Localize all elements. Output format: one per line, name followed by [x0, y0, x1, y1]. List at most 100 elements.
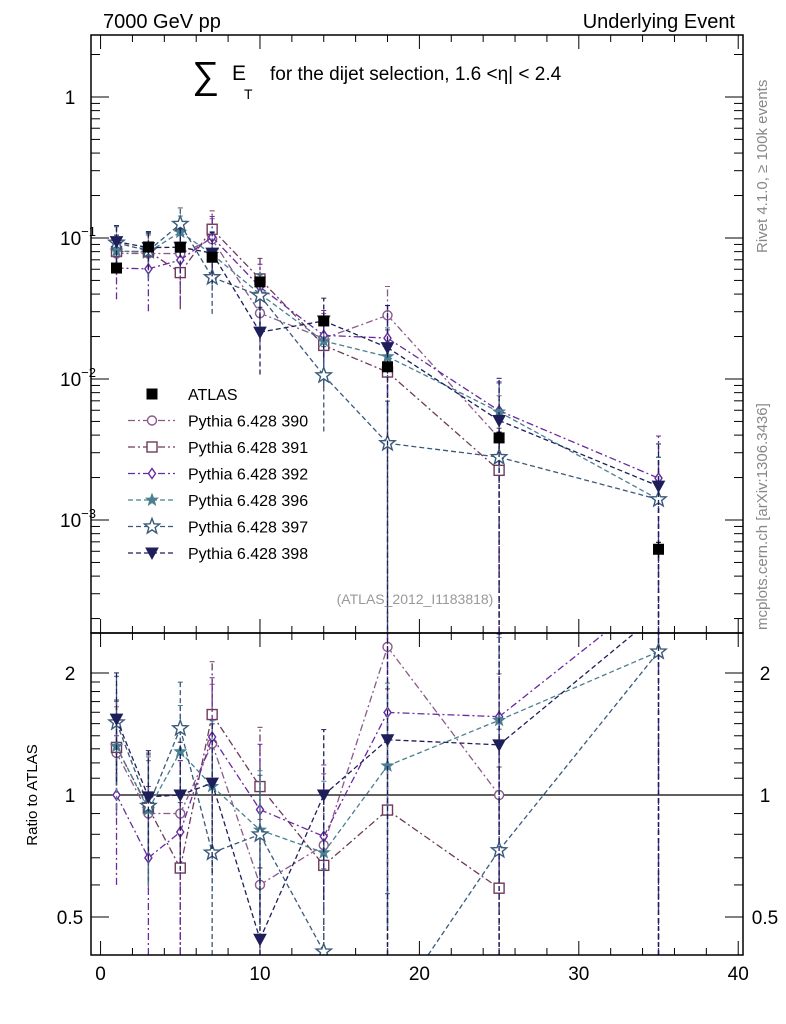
x-tick-label: 30 [568, 964, 589, 985]
legend-label: Pythia 6.428 392 [188, 467, 308, 484]
ratio-series-line [211, 714, 261, 787]
ratio-series-line [259, 809, 324, 837]
ratio-series-line [179, 736, 213, 833]
ratio-series-line [211, 743, 261, 886]
ratio-tick-label: 1 [65, 786, 76, 807]
ratio-series-line [211, 785, 261, 831]
ratio-tick-label: 0.5 [752, 908, 778, 929]
ratio-panel-data [106, 633, 668, 955]
legend-item: Pythia 6.428 397 [128, 516, 308, 537]
ratio-data-point [170, 718, 190, 737]
ratio-series-line [259, 834, 325, 952]
ratio-series-line [115, 745, 149, 810]
legend-label: Pythia 6.428 390 [188, 414, 308, 431]
title-e: E [232, 62, 246, 85]
ratio-series-line [323, 765, 389, 853]
title-rest: for the dijet selection, 1.6 <η| < 2.4 [270, 64, 562, 85]
ratio-data-point [253, 933, 267, 947]
top-series-line [323, 314, 388, 340]
ratio-data-point [109, 713, 124, 727]
legend: ATLAS Pythia 6.428 390 Pythia 6.428 391 Pyt… [128, 387, 308, 563]
x-tick-label: 10 [249, 964, 270, 985]
top-data-point [492, 414, 506, 428]
top-series-line [211, 236, 261, 288]
ratio-panel-frame [90, 632, 744, 956]
top-data-point [651, 480, 666, 494]
ratio-series-line [115, 718, 149, 798]
top-series-line [323, 334, 388, 339]
chart-title: ∑ E T for the dijet selection, 1.6 <η| <… [192, 55, 562, 102]
ratio-series-line [387, 711, 500, 718]
ratio-series-line [323, 646, 389, 846]
title-sum-symbol: ∑ [192, 55, 219, 97]
ratio-series-line [211, 782, 261, 940]
ratio-series-line [498, 633, 636, 746]
ratio-series-line [323, 809, 388, 866]
top-data-point [109, 236, 124, 249]
top-series-line [259, 286, 325, 336]
top-data-point [170, 213, 190, 233]
legend-marker [142, 516, 162, 535]
legend-marker [146, 415, 158, 426]
legend-item: Pythia 6.428 391 [128, 440, 308, 457]
x-tick-label: 20 [409, 964, 430, 985]
top-series-line [148, 259, 181, 270]
legend-item: Pythia 6.428 390 [128, 414, 308, 431]
ratio-data-point [316, 789, 331, 803]
ratio-series-line [387, 739, 500, 746]
ratio-tick-label: 2 [65, 664, 76, 685]
top-series-line [498, 411, 659, 500]
ratio-series-line [147, 751, 181, 810]
top-series-line [259, 293, 325, 342]
top-series-line [179, 228, 213, 273]
top-series-line [498, 456, 659, 501]
ratio-series-line [259, 829, 324, 854]
top-data-point [380, 342, 395, 355]
top-data-point [254, 276, 266, 288]
top-series-line [323, 374, 388, 444]
top-series-line [211, 253, 261, 295]
ratio-series-line [179, 728, 213, 853]
top-series-line [259, 295, 325, 376]
top-data-point [382, 361, 394, 373]
ratio-series-line [147, 831, 181, 859]
ratio-series-line [387, 719, 500, 767]
ratio-series-line [259, 794, 325, 940]
top-data-point [111, 262, 123, 274]
ratio-data-point [205, 777, 219, 791]
top-data-point [653, 543, 665, 555]
top-series-line [387, 314, 500, 439]
top-series-line [323, 344, 388, 373]
legend-item: Pythia 6.428 392 [128, 467, 308, 484]
top-series-line [179, 223, 213, 278]
top-series-line [387, 337, 500, 412]
ratio-series-line [259, 844, 325, 886]
top-series-line [211, 228, 261, 280]
top-data-point [142, 241, 154, 253]
ratio-series-line [386, 646, 500, 796]
side-mcplots-label: mcplots.cern.ch [arXiv:1306.3436] [754, 403, 771, 630]
top-data-point [206, 251, 218, 263]
ratio-series-line [427, 849, 500, 955]
top-series-line [147, 223, 181, 252]
legend-item: Pythia 6.428 398 [128, 546, 308, 563]
top-series-line [179, 231, 213, 255]
top-data-point [250, 285, 270, 304]
ratio-series-line [323, 712, 389, 837]
top-series-line [387, 371, 500, 471]
title-sub-t: T [244, 86, 253, 102]
ratio-tick-label: 0.5 [57, 908, 83, 929]
top-series-line [387, 356, 500, 413]
top-series-line [211, 238, 261, 314]
ratio-series-line [211, 736, 261, 811]
top-series-line [323, 320, 388, 349]
ratio-data-point [380, 734, 395, 747]
legend-item: Pythia 6.428 396 [128, 492, 308, 510]
ratio-tick-label: 2 [760, 664, 771, 685]
top-series-line [498, 410, 659, 479]
legend-label: Pythia 6.428 398 [188, 546, 308, 563]
top-data-point [318, 315, 330, 327]
legend-label: Pythia 6.428 391 [188, 440, 308, 457]
ratio-series-line [148, 794, 181, 798]
main-panel-frame [90, 34, 744, 634]
